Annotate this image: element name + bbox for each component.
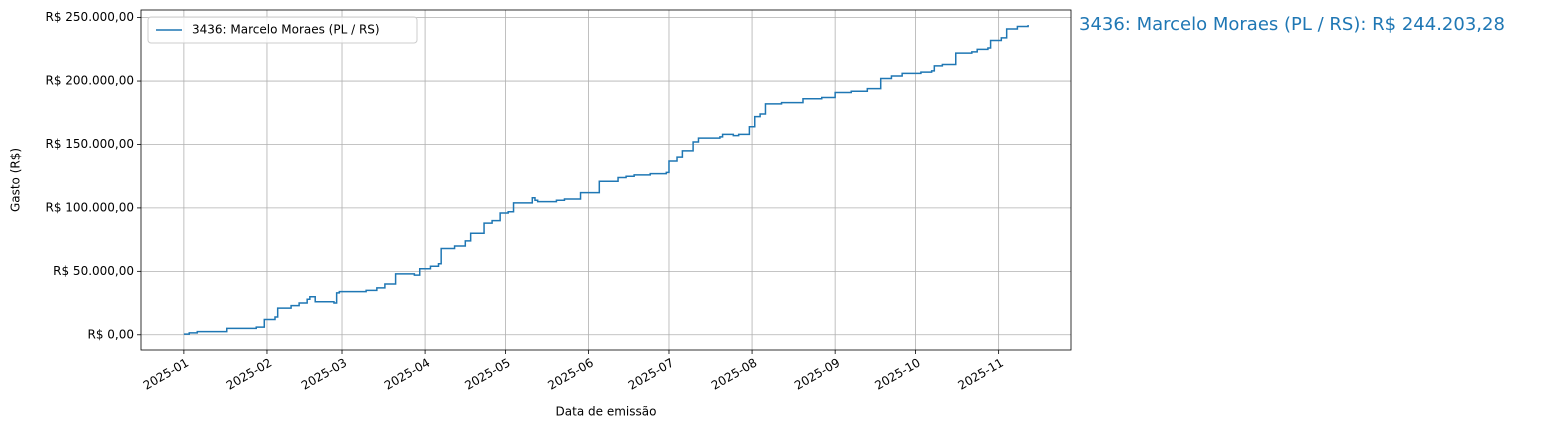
x-tick-label: 2025-01	[141, 356, 191, 393]
y-tick-label: R$ 0,00	[87, 327, 134, 341]
legend-box	[147, 16, 418, 44]
plot-frame	[140, 9, 1072, 351]
x-tick-label: 2025-03	[299, 356, 349, 393]
x-tick-label: 2025-05	[462, 356, 512, 393]
x-axis-label: Data de emissão	[556, 405, 657, 419]
y-tick-label: R$ 250.000,00	[46, 10, 135, 24]
y-tick-label: R$ 200.000,00	[46, 74, 135, 88]
x-tick-label: 2025-02	[224, 356, 274, 393]
x-tick-label: 2025-08	[709, 356, 759, 393]
x-tick-label: 2025-09	[792, 356, 842, 393]
data-line	[183, 24, 1029, 335]
x-tick-label: 2025-07	[626, 356, 676, 393]
y-tick-label: R$ 150.000,00	[46, 137, 135, 151]
legend-label: 3436: Marcelo Moraes (PL / RS)	[192, 23, 380, 37]
x-tick-label: 2025-10	[872, 356, 922, 393]
y-axis-label: Gasto (R$)	[9, 148, 23, 212]
y-tick-label: R$ 100.000,00	[46, 200, 135, 214]
annotation: 3436: Marcelo Moraes (PL / RS): R$ 244.2…	[1079, 14, 1505, 35]
x-tick-label: 2025-11	[955, 356, 1005, 393]
x-tick-label: 2025-06	[545, 356, 595, 393]
y-tick-label: R$ 50.000,00	[53, 264, 134, 278]
x-tick-label: 2025-04	[382, 356, 432, 393]
